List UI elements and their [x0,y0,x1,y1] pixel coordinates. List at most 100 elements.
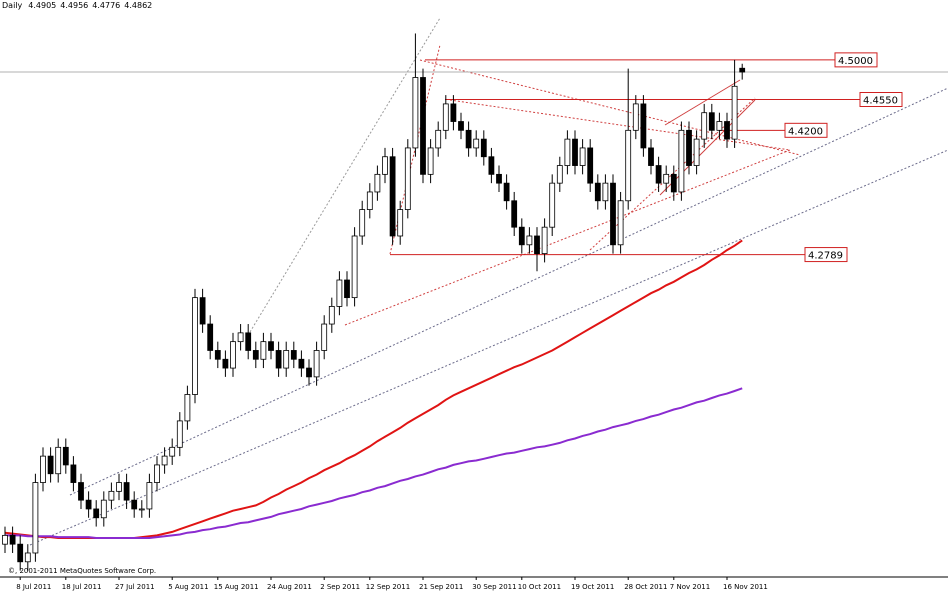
level-box [834,52,878,68]
candle-body [617,200,624,246]
candle-body [283,350,290,369]
candle-body [146,482,153,510]
candle-body [594,182,601,202]
candle-body [252,350,259,360]
high-value: 4.4956 [60,1,88,10]
candle-body [328,306,335,325]
candle-body [116,482,122,492]
candle-body [701,112,708,140]
candle-body [518,226,525,246]
candle-body [397,209,404,237]
candle-body [549,182,556,228]
candle-body [214,350,221,360]
moving-average [5,387,743,539]
x-tick-label: 27 Jul 2011 [115,583,155,591]
close-value: 4.4862 [124,1,152,10]
low-value: 4.4776 [92,1,120,10]
candle-body [678,129,685,193]
x-tick-label: 28 Oct 2011 [624,583,667,591]
x-tick-label: 21 Sep 2011 [419,583,463,591]
level-label: 4.2789 [808,251,843,262]
candle-body [731,85,738,140]
candle-body [541,226,548,254]
candle-body [55,446,62,475]
channel-line [249,17,441,333]
chart-title: Daily [2,1,23,10]
candle-body [693,138,700,166]
candle-body [412,77,419,149]
level-box [804,247,848,263]
candle-body [62,446,69,466]
candle-body [648,147,654,166]
candle-body [78,482,84,501]
level-box [859,92,903,108]
open-value: 4.4905 [28,1,56,10]
x-tick-label: 8 Jul 2011 [16,583,51,591]
candle-body [480,138,487,158]
chart-header: Daily 4.4905 4.4956 4.4776 4.4862 [2,1,152,10]
fan-line [449,99,791,151]
candle-body [359,209,366,237]
support-line [29,149,948,546]
candle-body [716,121,723,131]
x-tick-label: 19 Oct 2011 [571,583,614,591]
candle-body [450,103,457,122]
candle-body [602,182,609,202]
candle-body [123,482,130,501]
candle-body [32,482,39,554]
candle-body [93,508,100,519]
candle-body [435,129,442,149]
level-label: 4.4550 [863,96,898,107]
x-tick-label: 24 Aug 2011 [267,583,312,591]
candle-body [306,367,312,378]
fan-line [419,59,801,156]
level-label: 4.4200 [788,126,823,137]
candle-body [663,173,670,184]
candle-body [564,138,571,166]
candle-body [427,147,434,175]
candle-body [176,420,183,448]
candle-body [526,235,533,246]
candle-body [184,394,191,422]
candle-body [389,156,396,237]
candle-body [207,323,214,351]
candle-body [2,534,8,545]
candle-body [100,499,107,519]
candle-body [70,464,77,483]
candle-body [366,191,373,210]
candle-body [24,552,31,563]
candle-body [199,297,206,325]
x-tick-label: 18 Jul 2011 [62,583,102,591]
candle-body [40,455,46,483]
candle-body [632,103,639,131]
candle-body [420,77,426,175]
candle-body [17,543,24,563]
candle-body [579,147,586,166]
candle-body [313,350,320,378]
candle-body [85,499,92,510]
candle-body [503,182,510,202]
candle-body [655,165,662,184]
candle-body [9,534,16,545]
level-box [784,122,828,138]
candle-body [708,112,715,131]
candle-body [488,156,495,175]
candle-body [192,297,198,395]
candle-body [268,341,274,351]
x-tick-label: 7 Nov 2011 [670,583,710,591]
candle-body [442,103,449,131]
candle-body [321,323,328,351]
candle-body [275,350,282,369]
x-tick-label: 2 Sep 2011 [320,583,360,591]
candle-body [610,182,616,246]
candle-body [230,341,236,369]
x-tick-label: 16 Nov 2011 [723,583,768,591]
candle-body [640,103,647,149]
candle-body [686,129,692,166]
candle-body [465,129,472,149]
candle-body [724,121,730,140]
candle-body [572,138,578,166]
candle-body [511,200,518,228]
